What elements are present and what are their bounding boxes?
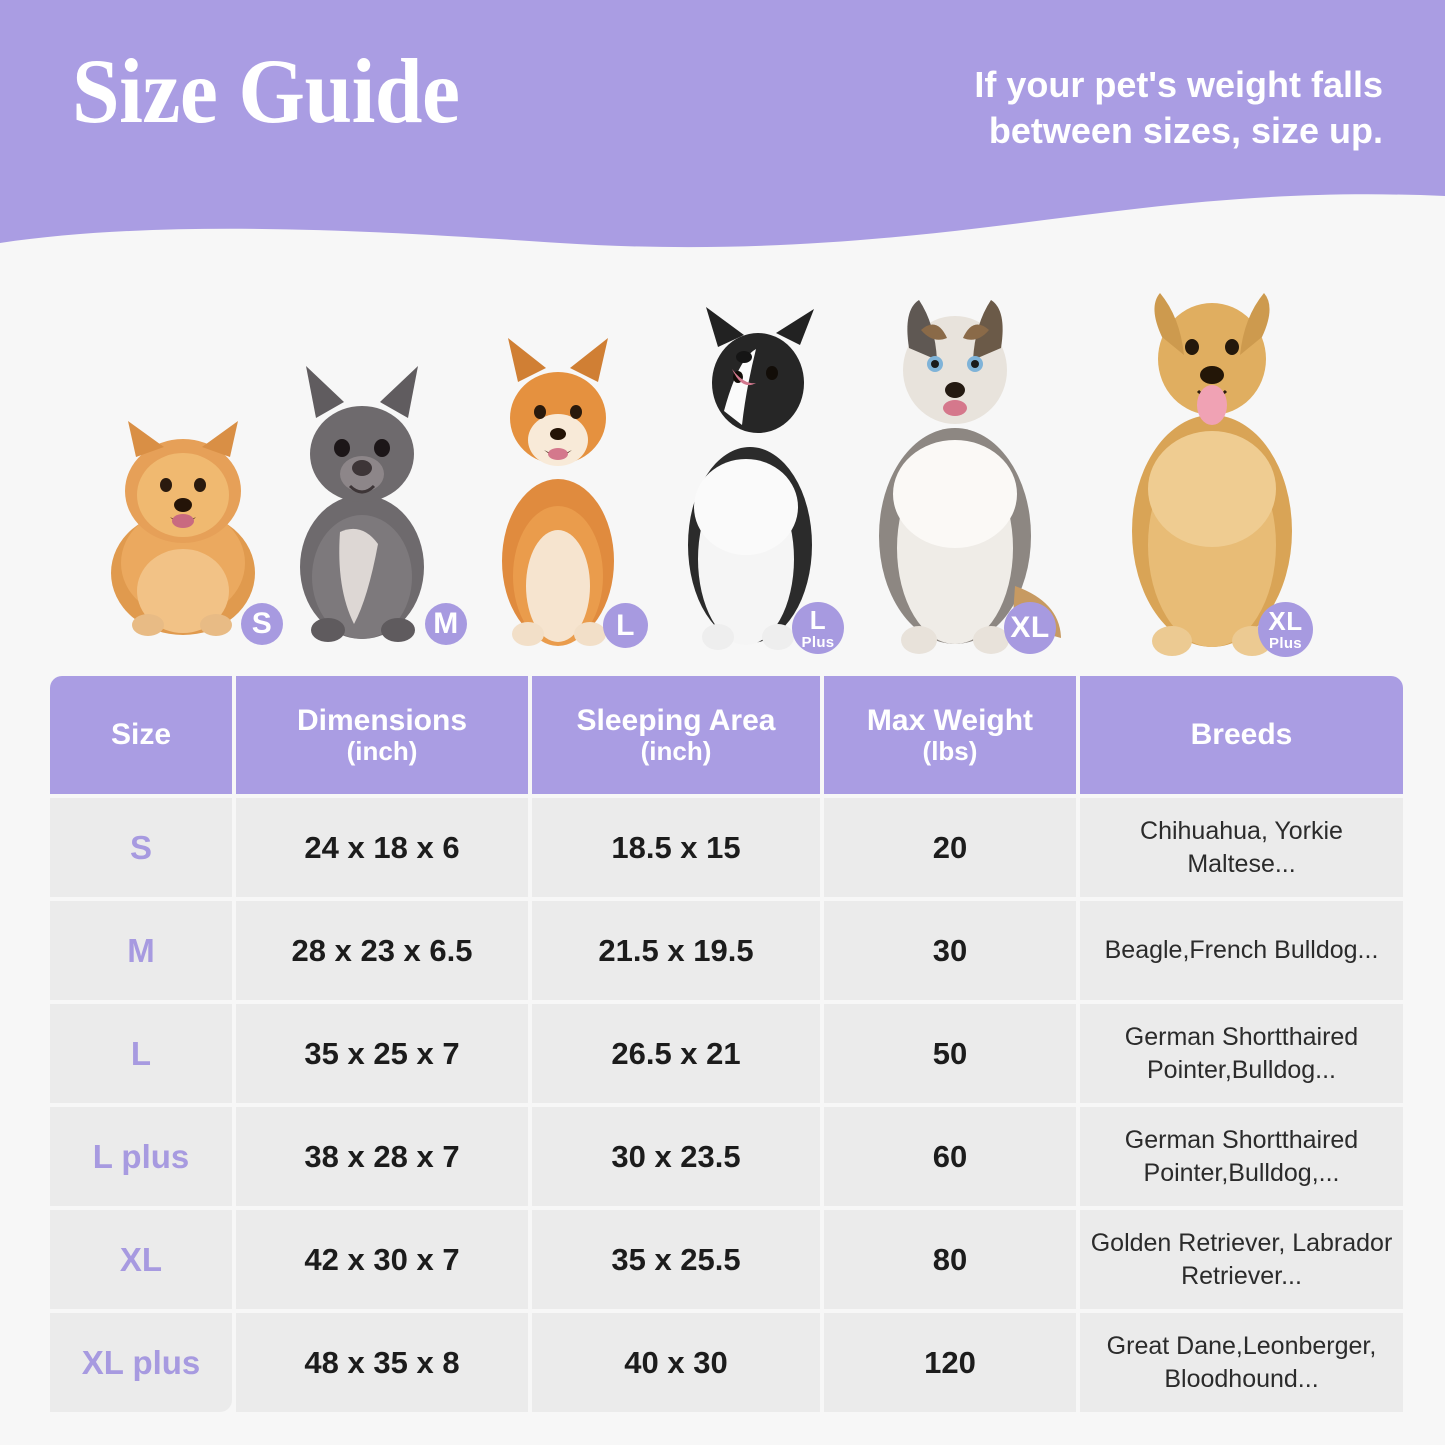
column-header-max-weight-unit: (lbs)	[922, 736, 978, 767]
size-badge-s: S	[241, 603, 283, 645]
size-badge-xl-plus: XL Plus	[1258, 602, 1313, 657]
cell-max-weight: 80	[824, 1210, 1076, 1309]
table-row: XL plus 48 x 35 x 8 40 x 30 120 Great Da…	[50, 1313, 1403, 1412]
header-note: If your pet's weight falls between sizes…	[974, 64, 1383, 152]
cell-max-weight: 50	[824, 1004, 1076, 1103]
cell-max-weight: 120	[824, 1313, 1076, 1412]
table-row: XL 42 x 30 x 7 35 x 25.5 80 Golden Retri…	[50, 1210, 1403, 1309]
column-header-sleeping-area: Sleeping Area (inch)	[532, 676, 820, 794]
column-header-size-label: Size	[110, 718, 172, 752]
column-header-sleeping-area-label: Sleeping Area	[576, 703, 776, 737]
cell-size: M	[50, 901, 232, 1000]
cell-dimensions: 42 x 30 x 7	[236, 1210, 528, 1309]
cell-dimensions: 38 x 28 x 7	[236, 1107, 528, 1206]
table-row: L 35 x 25 x 7 26.5 x 21 50 German Shortt…	[50, 1004, 1403, 1103]
column-header-dimensions-unit: (inch)	[346, 736, 418, 767]
cell-sleeping-area: 26.5 x 21	[532, 1004, 820, 1103]
cell-sleeping-area: 35 x 25.5	[532, 1210, 820, 1309]
cell-breeds: German Shortthaired Pointer,Bulldog...	[1080, 1004, 1403, 1103]
cell-breeds: Great Dane,Leonberger, Bloodhound...	[1080, 1313, 1403, 1412]
cell-breeds: Golden Retriever, Labrador Retriever...	[1080, 1210, 1403, 1309]
cell-dimensions: 24 x 18 x 6	[236, 798, 528, 897]
cell-max-weight: 30	[824, 901, 1076, 1000]
cell-max-weight: 20	[824, 798, 1076, 897]
table-row: L plus 38 x 28 x 7 30 x 23.5 60 German S…	[50, 1107, 1403, 1206]
cell-sleeping-area: 40 x 30	[532, 1313, 820, 1412]
column-header-dimensions: Dimensions (inch)	[236, 676, 528, 794]
header-wave-background	[0, 0, 1445, 248]
column-header-max-weight: Max Weight (lbs)	[824, 676, 1076, 794]
dog-border-collie	[660, 307, 840, 657]
cell-size: XL plus	[50, 1313, 232, 1412]
cell-dimensions: 28 x 23 x 6.5	[236, 901, 528, 1000]
page-title: Size Guide	[72, 40, 460, 142]
size-badge-m: M	[425, 603, 467, 645]
cell-breeds: German Shortthaired Pointer,Bulldog,...	[1080, 1107, 1403, 1206]
dog-shiba-inu	[470, 336, 645, 651]
dog-pomeranian	[88, 413, 278, 643]
column-header-max-weight-label: Max Weight	[866, 703, 1034, 737]
cell-max-weight: 60	[824, 1107, 1076, 1206]
size-badge-l-plus: L Plus	[792, 602, 844, 654]
dog-golden-retriever	[1110, 273, 1315, 663]
cell-size: L	[50, 1004, 232, 1103]
size-badge-xl: XL	[1004, 602, 1056, 654]
cell-sleeping-area: 18.5 x 15	[532, 798, 820, 897]
size-guide-table: Size Dimensions (inch) Sleeping Area (in…	[50, 676, 1403, 1416]
cell-sleeping-area: 21.5 x 19.5	[532, 901, 820, 1000]
column-header-size: Size	[50, 676, 232, 794]
dog-australian-shepherd	[855, 286, 1070, 661]
table-row: S 24 x 18 x 6 18.5 x 15 20 Chihuahua, Yo…	[50, 798, 1403, 897]
cell-breeds: Beagle,French Bulldog...	[1080, 901, 1403, 1000]
cell-dimensions: 35 x 25 x 7	[236, 1004, 528, 1103]
cell-dimensions: 48 x 35 x 8	[236, 1313, 528, 1412]
cell-size: L plus	[50, 1107, 232, 1206]
cell-size: S	[50, 798, 232, 897]
cell-sleeping-area: 30 x 23.5	[532, 1107, 820, 1206]
dog-french-bulldog	[262, 362, 462, 647]
dog-size-lineup: S M	[0, 250, 1445, 665]
table-header-row: Size Dimensions (inch) Sleeping Area (in…	[50, 676, 1403, 794]
cell-size: XL	[50, 1210, 232, 1309]
column-header-breeds: Breeds	[1080, 676, 1403, 794]
column-header-sleeping-area-unit: (inch)	[640, 736, 712, 767]
table-row: M 28 x 23 x 6.5 21.5 x 19.5 30 Beagle,Fr…	[50, 901, 1403, 1000]
column-header-dimensions-label: Dimensions	[296, 703, 468, 737]
cell-breeds: Chihuahua, Yorkie Maltese...	[1080, 798, 1403, 897]
column-header-breeds-label: Breeds	[1190, 718, 1293, 752]
header-band: Size Guide If your pet's weight falls be…	[0, 0, 1445, 255]
size-badge-l: L	[603, 603, 648, 648]
